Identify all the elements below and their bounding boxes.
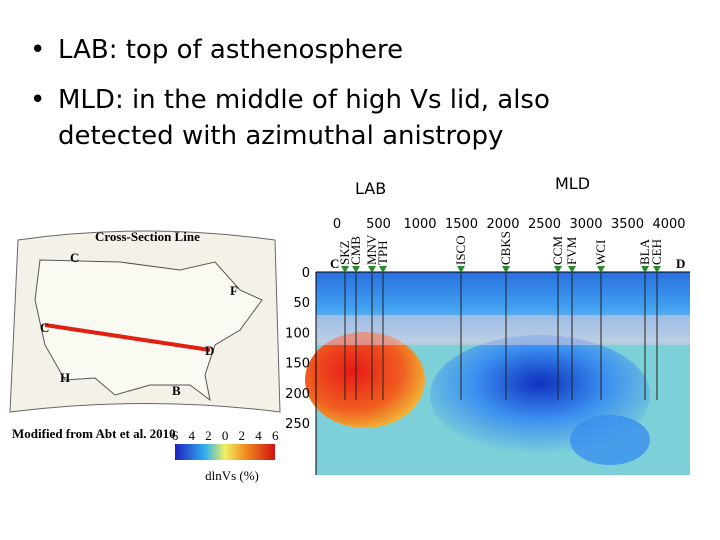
- bullet: LAB: top of asthenosphere: [58, 35, 403, 65]
- colorbar-tick: 2: [205, 428, 212, 443]
- station-marker: [502, 266, 510, 273]
- y-tick-label: 100: [285, 326, 310, 341]
- x-tick-label: 500: [366, 217, 391, 232]
- map: Cross-Section Line C F C D H B Modified …: [9, 229, 281, 483]
- station-marker: [457, 266, 465, 273]
- x-tick-label: 3000: [569, 217, 602, 232]
- station-marker: [368, 266, 376, 273]
- station-marker: [568, 266, 576, 273]
- station-marker: [641, 266, 649, 273]
- station-marker: [352, 266, 360, 273]
- station-label: MNV: [364, 234, 379, 265]
- bullet-mark: •: [30, 85, 45, 115]
- colorbar-tick: 4: [255, 428, 262, 443]
- station-marker: [554, 266, 562, 273]
- colorbar-label: dlnVs (%): [205, 468, 259, 483]
- station-label: FVM: [564, 236, 579, 265]
- y-tick-label: 0: [302, 266, 310, 281]
- map-point: H: [60, 370, 70, 385]
- bullet-continued: detected with azimuthal anistropy: [58, 121, 503, 151]
- station-label: BLA: [637, 238, 652, 265]
- x-tick-label: 2000: [486, 217, 519, 232]
- colorbar-tick: 0: [222, 428, 229, 443]
- x-tick-label: 1000: [403, 217, 436, 232]
- end-label: C: [330, 256, 339, 271]
- station-marker: [379, 266, 387, 273]
- colorbar-tick: 4: [188, 428, 195, 443]
- colorbar-tick: 2: [239, 428, 246, 443]
- y-tick-label: 150: [285, 357, 310, 372]
- map-point: F: [230, 283, 238, 298]
- station-marker: [597, 266, 605, 273]
- credit: Modified from Abt et al. 2010: [12, 426, 176, 441]
- y-tick-label: 250: [285, 417, 310, 432]
- station-label: CBKS: [498, 231, 513, 265]
- map-point: C: [70, 250, 79, 265]
- station-label: CMB: [348, 236, 363, 265]
- station-marker: [653, 266, 661, 273]
- map-point: D: [205, 343, 214, 358]
- station-label: SKZ: [337, 240, 352, 265]
- y-tick-label: 50: [293, 296, 310, 311]
- cross-section: C D 0 500 1000 1500 2000 2500 3000 3500 4000 0 50 1…: [285, 217, 690, 475]
- end-label: D: [676, 256, 685, 271]
- colorbar: [175, 444, 275, 460]
- x-tick-label: 3500: [611, 217, 644, 232]
- bullet: MLD: in the middle of high Vs lid, also: [58, 85, 550, 115]
- x-tick-label: 2500: [528, 217, 561, 232]
- station-label: ISCO: [453, 235, 468, 265]
- station-label: WCI: [593, 240, 608, 265]
- colorbar-tick: 6: [172, 428, 179, 443]
- bullet-mark: •: [30, 35, 45, 65]
- x-tick-label: 0: [333, 217, 341, 232]
- y-tick-label: 200: [285, 387, 310, 402]
- label: LAB: [355, 179, 386, 198]
- x-tick-label: 1500: [445, 217, 478, 232]
- station-label: CEH: [649, 239, 664, 265]
- map-point: C: [40, 320, 49, 335]
- x-tick-label: 4000: [652, 217, 685, 232]
- map-title: Cross-Section Line: [95, 229, 200, 244]
- station-label: CCM: [550, 236, 565, 265]
- colorbar-tick: 6: [272, 428, 279, 443]
- station-marker: [341, 266, 349, 273]
- station-label: TPH: [375, 240, 390, 265]
- map-point: B: [172, 383, 181, 398]
- label: MLD: [555, 174, 590, 193]
